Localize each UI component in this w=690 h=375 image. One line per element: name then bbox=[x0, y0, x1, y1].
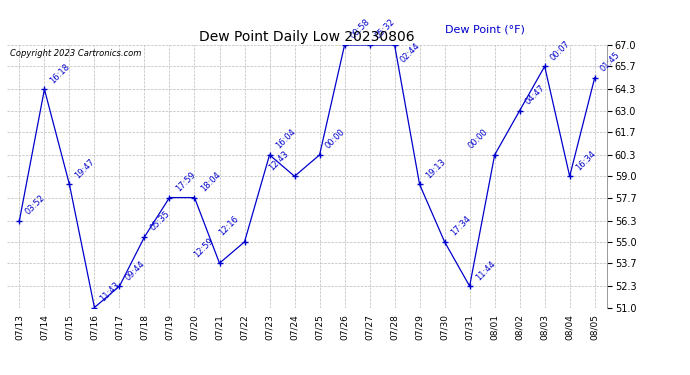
Text: 04:47: 04:47 bbox=[524, 83, 547, 106]
Text: 05:32: 05:32 bbox=[374, 18, 397, 41]
Text: 16:04: 16:04 bbox=[274, 128, 297, 151]
Text: 19:47: 19:47 bbox=[74, 157, 97, 180]
Text: 12:16: 12:16 bbox=[217, 214, 240, 238]
Text: 00:00: 00:00 bbox=[324, 128, 347, 151]
Text: 17:34: 17:34 bbox=[448, 214, 472, 238]
Text: Copyright 2023 Cartronics.com: Copyright 2023 Cartronics.com bbox=[10, 49, 141, 58]
Text: 16:34: 16:34 bbox=[574, 149, 597, 172]
Title: Dew Point Daily Low 20230806: Dew Point Daily Low 20230806 bbox=[199, 30, 415, 44]
Text: 11:44: 11:44 bbox=[474, 259, 497, 282]
Text: Dew Point (°F): Dew Point (°F) bbox=[445, 24, 525, 34]
Text: 16:18: 16:18 bbox=[48, 62, 72, 85]
Text: 00:00: 00:00 bbox=[467, 128, 490, 151]
Text: 19:13: 19:13 bbox=[424, 157, 447, 180]
Text: 01:45: 01:45 bbox=[599, 51, 622, 74]
Text: 11:43: 11:43 bbox=[99, 280, 122, 303]
Text: 18:04: 18:04 bbox=[199, 170, 222, 194]
Text: 02:44: 02:44 bbox=[399, 41, 422, 64]
Text: 00:07: 00:07 bbox=[549, 39, 572, 62]
Text: 17:59: 17:59 bbox=[174, 170, 197, 194]
Text: 09:44: 09:44 bbox=[124, 259, 147, 282]
Text: 05:35: 05:35 bbox=[148, 210, 172, 233]
Text: 00:58: 00:58 bbox=[348, 18, 372, 41]
Text: 12:43: 12:43 bbox=[267, 149, 290, 172]
Text: 03:52: 03:52 bbox=[23, 193, 47, 216]
Text: 12:59: 12:59 bbox=[192, 236, 215, 259]
